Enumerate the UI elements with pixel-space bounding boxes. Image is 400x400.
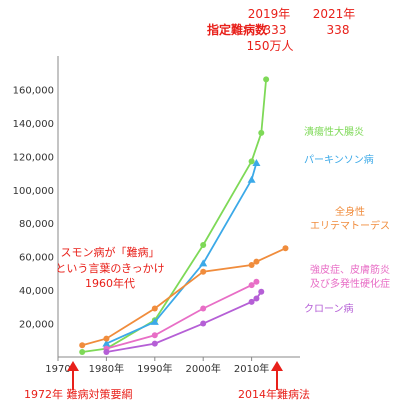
series-point (253, 258, 260, 265)
series-line (82, 79, 267, 353)
series-point (248, 262, 255, 269)
series-point (79, 342, 86, 349)
series-point (200, 305, 207, 312)
x-tick-label: 1990年 (137, 362, 172, 375)
header-patients: 150万人 (247, 39, 294, 53)
y-tick-label: 60,000 (19, 253, 54, 264)
header-count-2019: 333 (264, 23, 287, 37)
annotation-smon-line3: 1960年代 (85, 276, 135, 290)
x-tick-label: 1970 (45, 364, 70, 375)
series-point (253, 278, 260, 285)
series-point (151, 332, 158, 339)
series-point (151, 305, 158, 312)
series-point (248, 298, 255, 305)
series-point (248, 282, 255, 289)
y-tick-label: 100,000 (13, 186, 54, 197)
series-point (103, 348, 110, 355)
series-point (247, 175, 256, 183)
series-point (252, 159, 261, 167)
series-point (248, 158, 255, 165)
annotation-smon-line1: スモン病が「難病」 (61, 245, 160, 259)
annotation-2014: 2014年難病法 (238, 387, 310, 400)
header-count-2021: 338 (327, 23, 350, 37)
series-point (102, 339, 111, 347)
series-point (150, 317, 159, 325)
header-label: 指定難病数 (207, 22, 268, 37)
series-point (200, 320, 207, 327)
series-label: パーキンソン病 (304, 153, 374, 166)
y-tick-label: 40,000 (19, 286, 54, 297)
series-point (200, 268, 207, 275)
annotation-smon-line2: という言葉のきっかけ (55, 261, 164, 275)
series-label: 全身性エリテマトーデス (310, 205, 390, 232)
arrow-1972-icon (67, 361, 79, 390)
y-tick-label: 120,000 (13, 152, 54, 163)
x-tick-label: 2000年 (185, 362, 220, 375)
header-year-2019: 2019年 (248, 7, 291, 21)
series-point (79, 348, 86, 355)
header-year-2021: 2021年 (313, 7, 356, 21)
y-tick-label: 140,000 (13, 119, 54, 130)
annotation-1972: 1972年 難病対策要綱 (24, 387, 133, 400)
series-point (151, 340, 158, 347)
y-tick-label: 20,000 (19, 320, 54, 331)
x-tick-label: 2010年 (234, 362, 269, 375)
series-point (200, 241, 207, 248)
arrow-2014-icon (271, 361, 283, 390)
series-line (106, 281, 257, 350)
series-point (103, 335, 110, 342)
series-point (263, 76, 270, 83)
series-point (282, 245, 289, 252)
y-tick-label: 80,000 (19, 219, 54, 230)
series-point (258, 288, 265, 295)
series-label: 潰瘍性大腸炎 (304, 125, 364, 138)
x-tick-label: 1980年 (89, 362, 124, 375)
series-point (258, 129, 265, 136)
series-label: クローン病 (304, 302, 354, 315)
series-point (253, 295, 260, 302)
series-label: 強皮症、皮膚筋炎及び多発性硬化症 (310, 263, 390, 290)
y-tick-label: 160,000 (13, 85, 54, 96)
series-point (199, 259, 208, 267)
